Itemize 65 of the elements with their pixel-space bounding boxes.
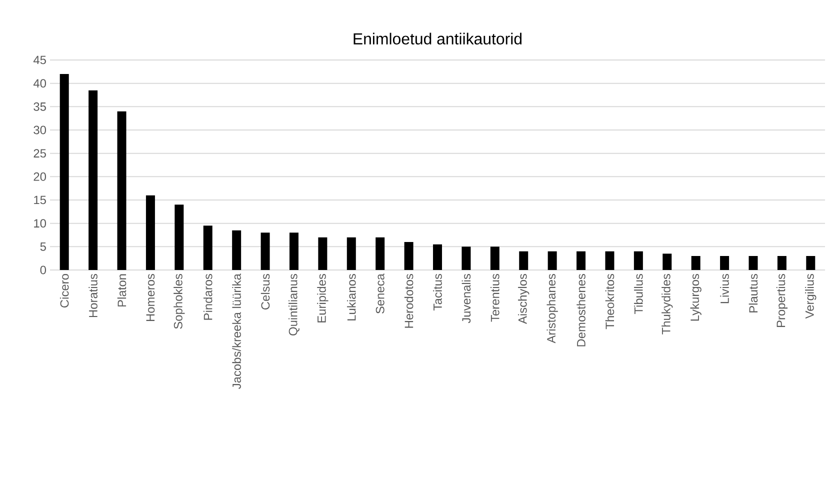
x-tick-label: Terentius	[490, 274, 500, 322]
bar	[806, 256, 816, 270]
bar	[777, 256, 786, 270]
x-tick-label: Seneca	[376, 274, 384, 314]
bar	[404, 242, 414, 270]
bar	[691, 256, 700, 270]
x-tick-label: Euripides	[317, 274, 328, 322]
y-tick-label: 15	[34, 196, 46, 204]
x-tick-label: Quintilianus	[288, 274, 300, 336]
bar	[346, 237, 356, 270]
y-tick-label: 5	[40, 242, 46, 251]
bar	[433, 244, 442, 270]
x-tick-label: Plautus	[748, 274, 758, 312]
x-tick-label: Herodotos	[404, 274, 414, 328]
bar	[203, 226, 212, 270]
x-tick-label: Cicero	[60, 274, 69, 308]
bar	[548, 251, 557, 270]
y-tick-label: 30	[34, 126, 46, 134]
bar	[748, 256, 758, 270]
x-tick-label: Platon	[117, 274, 126, 306]
bar	[117, 111, 126, 270]
bar	[519, 251, 528, 270]
x-tick-label: Tibullus	[634, 274, 643, 314]
x-tick-label: Juvenalis	[462, 274, 471, 324]
y-tick-label: 10	[34, 219, 46, 228]
x-tick-label: Thukydides	[662, 274, 673, 334]
y-tick-label: 25	[34, 149, 46, 158]
x-tick-label: Pindaros	[203, 274, 212, 320]
bar	[318, 237, 328, 270]
bar	[60, 74, 69, 270]
x-tick-label: Livius	[720, 274, 729, 304]
x-tick-label: Propertius	[776, 274, 788, 328]
bar	[289, 232, 298, 270]
bar	[376, 237, 385, 270]
x-tick-label: Demosthenes	[576, 274, 586, 346]
y-tick-label: 0	[40, 266, 46, 274]
chart-title: Enimloetud antiikautorid	[354, 32, 522, 44]
x-tick-label: Lykurgos	[690, 274, 702, 321]
x-tick-label: Aischylos	[518, 274, 530, 324]
bar	[232, 230, 242, 270]
x-tick-label: Sophokles	[174, 274, 185, 329]
x-tick-label: Tacitus	[433, 274, 442, 310]
bar	[174, 204, 184, 270]
x-tick-label: Homeros	[146, 274, 155, 322]
bar	[576, 251, 586, 270]
y-tick-label: 35	[34, 102, 46, 111]
bar	[462, 246, 471, 270]
bar	[146, 195, 155, 270]
bar	[490, 246, 500, 270]
bar	[260, 232, 270, 270]
bar	[605, 251, 614, 270]
x-tick-label: Celsus	[260, 274, 270, 310]
bar	[720, 256, 730, 270]
bar	[634, 251, 643, 270]
x-tick-label: Jacobs/kreeka lüürika	[232, 274, 241, 389]
x-tick-label: Lukianos	[347, 274, 356, 320]
bar	[662, 254, 672, 270]
y-tick-label: 20	[34, 172, 46, 181]
x-tick-label: Vergilius	[805, 274, 816, 319]
y-tick-label: 40	[33, 79, 46, 88]
x-tick-label: Aristophanes	[546, 274, 558, 344]
x-tick-label: Theokritos	[605, 274, 614, 330]
x-tick-label: Horatius	[88, 274, 98, 318]
bar	[88, 90, 98, 270]
y-tick-label: 45	[33, 56, 46, 64]
